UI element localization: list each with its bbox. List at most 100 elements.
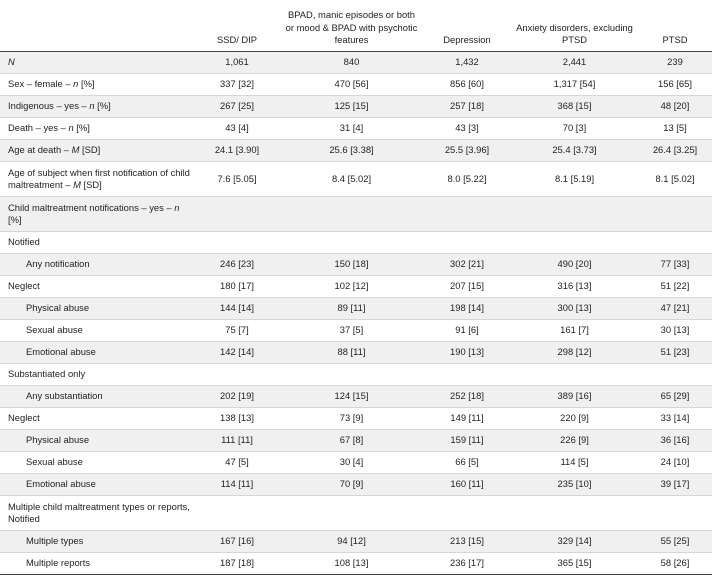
cell-value: 65 [29] xyxy=(638,385,712,408)
cell-value: 108 [13] xyxy=(280,552,423,575)
cell-value: 7.6 [5.05] xyxy=(194,161,280,197)
cell-value: 187 [18] xyxy=(194,552,280,575)
table-row: Any notification 246 [23] 150 [18] 302 [21]… xyxy=(0,253,712,276)
table-row: Physical abuse 144 [14] 89 [11] 198 [14] 300… xyxy=(0,297,712,320)
cell-value xyxy=(194,363,280,386)
cell-value xyxy=(280,196,423,232)
cell-value: 55 [25] xyxy=(638,530,712,553)
row-label: Sexual abuse xyxy=(0,319,194,342)
row-label: Physical abuse xyxy=(0,297,194,320)
cell-value: 1,432 xyxy=(423,51,511,74)
row-label: Neglect xyxy=(0,407,194,430)
cell-value: 8.1 [5.02] xyxy=(638,161,712,197)
cell-value: 47 [21] xyxy=(638,297,712,320)
cell-value: 51 [22] xyxy=(638,275,712,298)
table-row: Emotional abuse 142 [14] 88 [11] 190 [13] 29… xyxy=(0,341,712,364)
row-label: Sexual abuse xyxy=(0,451,194,474)
cell-value: 302 [21] xyxy=(423,253,511,276)
cell-value: 26.4 [3.25] xyxy=(638,139,712,162)
cell-value: 226 [9] xyxy=(511,429,638,452)
cell-value: 75 [7] xyxy=(194,319,280,342)
cell-value: 33 [14] xyxy=(638,407,712,430)
cell-value xyxy=(423,231,511,254)
cell-value: 1,061 xyxy=(194,51,280,74)
table-row: Any substantiation 202 [19] 124 [15] 252 [1… xyxy=(0,385,712,408)
table-row: Sexual abuse 47 [5] 30 [4] 66 [5] 114 [5] 24 … xyxy=(0,451,712,474)
table-row: Physical abuse 111 [11] 67 [8] 159 [11] 226 … xyxy=(0,429,712,452)
table-row: N 1,061 840 1,432 2,441 239 xyxy=(0,51,712,74)
cell-value xyxy=(423,196,511,232)
cell-value: 88 [11] xyxy=(280,341,423,364)
table-row: Multiple child maltreatment types or rep… xyxy=(0,495,712,531)
cell-value: 67 [8] xyxy=(280,429,423,452)
cell-value xyxy=(280,495,423,531)
table-row: Multiple types 167 [16] 94 [12] 213 [15] 329… xyxy=(0,530,712,553)
cell-value: 202 [19] xyxy=(194,385,280,408)
cell-value: 236 [17] xyxy=(423,552,511,575)
cell-value: 2,441 xyxy=(511,51,638,74)
cell-value: 70 [9] xyxy=(280,473,423,496)
cell-value xyxy=(511,196,638,232)
cell-value xyxy=(280,231,423,254)
cell-value: 31 [4] xyxy=(280,117,423,140)
cell-value: 51 [23] xyxy=(638,341,712,364)
cell-value: 161 [7] xyxy=(511,319,638,342)
cell-value: 24.1 [3.90] xyxy=(194,139,280,162)
table-row: Age of subject when first notification o… xyxy=(0,161,712,197)
cell-value: 856 [60] xyxy=(423,73,511,96)
cell-value: 8.0 [5.22] xyxy=(423,161,511,197)
cell-value: 150 [18] xyxy=(280,253,423,276)
row-label: Sex – female – n [%] xyxy=(0,73,194,96)
row-label: Multiple types xyxy=(0,530,194,553)
cell-value xyxy=(638,231,712,254)
header-cell-anxiety: Anxiety disorders, excluding PTSD xyxy=(511,0,638,52)
cell-value: 213 [15] xyxy=(423,530,511,553)
table-row: Indigenous – yes – n [%] 267 [25] 125 [15]… xyxy=(0,95,712,118)
cell-value: 239 xyxy=(638,51,712,74)
header-cell-depression: Depression xyxy=(423,0,511,52)
header-cell-ssd: SSD/ DIP xyxy=(194,0,280,52)
table-row: Sexual abuse 75 [7] 37 [5] 91 [6] 161 [7] 30 … xyxy=(0,319,712,342)
cell-value: 316 [13] xyxy=(511,275,638,298)
cell-value: 368 [15] xyxy=(511,95,638,118)
cell-value: 470 [56] xyxy=(280,73,423,96)
cell-value: 840 xyxy=(280,51,423,74)
cell-value: 89 [11] xyxy=(280,297,423,320)
cell-value: 252 [18] xyxy=(423,385,511,408)
table-row: Death – yes – n [%] 43 [4] 31 [4] 43 [3] 70 … xyxy=(0,117,712,140)
cell-value xyxy=(423,495,511,531)
row-label: N xyxy=(0,51,194,74)
cell-value xyxy=(511,363,638,386)
cell-value xyxy=(511,231,638,254)
cell-value: 91 [6] xyxy=(423,319,511,342)
cell-value: 30 [4] xyxy=(280,451,423,474)
cell-value: 1,317 [54] xyxy=(511,73,638,96)
table-row: Sex – female – n [%] 337 [32] 470 [56] 856 … xyxy=(0,73,712,96)
row-label: Age at death – M [SD] xyxy=(0,139,194,162)
table-row: Child maltreatment notifications – yes –… xyxy=(0,196,712,232)
row-label: Death – yes – n [%] xyxy=(0,117,194,140)
cell-value: 490 [20] xyxy=(511,253,638,276)
cell-value: 180 [17] xyxy=(194,275,280,298)
cell-value: 24 [10] xyxy=(638,451,712,474)
cell-value: 207 [15] xyxy=(423,275,511,298)
cell-value: 298 [12] xyxy=(511,341,638,364)
cell-value xyxy=(194,231,280,254)
cell-value: 58 [26] xyxy=(638,552,712,575)
cell-value: 37 [5] xyxy=(280,319,423,342)
cell-value: 190 [13] xyxy=(423,341,511,364)
row-label: Emotional abuse xyxy=(0,473,194,496)
row-label: Physical abuse xyxy=(0,429,194,452)
row-label: Any substantiation xyxy=(0,385,194,408)
cell-value: 257 [18] xyxy=(423,95,511,118)
cell-value: 167 [16] xyxy=(194,530,280,553)
cell-value xyxy=(638,495,712,531)
cell-value: 73 [9] xyxy=(280,407,423,430)
cell-value: 142 [14] xyxy=(194,341,280,364)
row-label: Multiple reports xyxy=(0,552,194,575)
header-cell-ptsd: PTSD xyxy=(638,0,712,52)
cell-value xyxy=(423,363,511,386)
cell-value: 124 [15] xyxy=(280,385,423,408)
cell-value xyxy=(194,495,280,531)
